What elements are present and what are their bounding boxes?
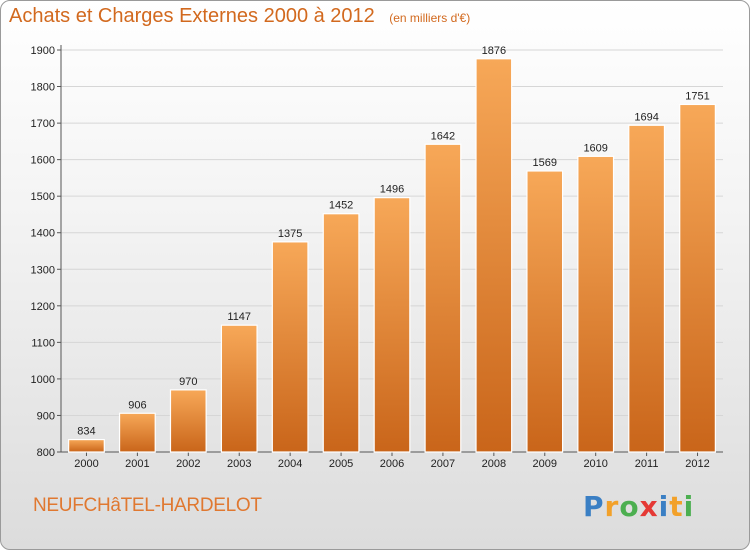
y-tick-label: 1400 bbox=[31, 228, 55, 240]
y-tick-label: 900 bbox=[37, 410, 55, 422]
logo-letter: o bbox=[619, 490, 640, 523]
bar-2001 bbox=[118, 412, 156, 453]
bar-2012 bbox=[679, 103, 716, 453]
bar-2009 bbox=[526, 170, 564, 453]
bar-value-label: 1375 bbox=[278, 228, 302, 240]
bar-2000 bbox=[68, 438, 105, 453]
x-tick-label: 2002 bbox=[176, 458, 200, 470]
y-tick-label: 1200 bbox=[31, 301, 55, 313]
bar-value-label: 1496 bbox=[380, 184, 404, 196]
bar-2011 bbox=[628, 124, 666, 453]
bar-value-label: 834 bbox=[77, 426, 95, 438]
logo-letter: P bbox=[583, 490, 605, 523]
y-tick-label: 1300 bbox=[31, 264, 55, 276]
bar-2003 bbox=[220, 324, 258, 453]
logo-letter: r bbox=[604, 490, 620, 523]
x-tick-label: 2003 bbox=[227, 458, 251, 470]
bar-2002 bbox=[169, 389, 207, 453]
bar-value-label: 1642 bbox=[431, 130, 455, 142]
x-tick-label: 2010 bbox=[583, 458, 607, 470]
x-tick-label: 2011 bbox=[635, 458, 659, 470]
y-tick-label: 1800 bbox=[31, 82, 55, 94]
x-tick-label: 2004 bbox=[278, 458, 302, 470]
bar-value-label: 1751 bbox=[685, 90, 709, 102]
logo-letter: t bbox=[669, 490, 684, 523]
chart-title-subtitle: (en milliers d'€) bbox=[389, 11, 471, 25]
bar-2008 bbox=[475, 58, 513, 453]
commune-name: NEUFCHâTEL-HARDELOT bbox=[33, 495, 262, 516]
bar-value-label: 1609 bbox=[583, 142, 607, 154]
y-tick-label: 800 bbox=[37, 447, 55, 459]
bar-2006 bbox=[373, 197, 411, 453]
bar-layer: 834 906 970 1147 1375 1452 1496 1642 1876 1569 160… bbox=[68, 45, 716, 453]
x-tick-label: 2012 bbox=[685, 458, 709, 470]
bar-2005 bbox=[322, 213, 360, 453]
chart-title: Achats et Charges Externes 2000 à 2012 (… bbox=[9, 5, 470, 28]
y-tick-label: 1700 bbox=[31, 118, 55, 130]
y-tick-label: 1000 bbox=[31, 374, 55, 386]
bar-value-label: 906 bbox=[128, 399, 146, 411]
bar-value-label: 970 bbox=[179, 376, 197, 388]
logo-letter: i bbox=[683, 490, 695, 523]
x-tick-label: 2006 bbox=[380, 458, 404, 470]
y-tick-label: 1500 bbox=[31, 191, 55, 203]
bar-value-label: 1452 bbox=[329, 200, 353, 212]
x-tick-label: 2007 bbox=[431, 458, 455, 470]
y-tick-label: 1900 bbox=[31, 45, 55, 57]
bar-2007 bbox=[424, 143, 462, 453]
logo-letter: i bbox=[658, 490, 670, 523]
x-tick-label: 2005 bbox=[329, 458, 353, 470]
logo-letter: x bbox=[639, 490, 659, 523]
x-tick-label: 2000 bbox=[74, 458, 98, 470]
bar-value-label: 1876 bbox=[482, 45, 506, 57]
bar-2010 bbox=[577, 155, 615, 453]
chart-title-main: Achats et Charges Externes 2000 à 2012 bbox=[9, 5, 375, 27]
y-tick-label: 1600 bbox=[31, 155, 55, 167]
bar-value-label: 1694 bbox=[634, 111, 658, 123]
bar-value-label: 1569 bbox=[533, 157, 557, 169]
x-tick-label: 2008 bbox=[482, 458, 506, 470]
bar-2004 bbox=[271, 241, 309, 453]
x-tick-label: 2009 bbox=[533, 458, 557, 470]
x-tick-label: 2001 bbox=[125, 458, 149, 470]
y-tick-label: 1100 bbox=[31, 337, 55, 349]
axis-layer: 800 900 1000 1100 1200 1300 1400 1500 1600 1700 18… bbox=[31, 45, 723, 470]
bar-value-label: 1147 bbox=[227, 311, 251, 323]
proxiti-logo: Proxiti bbox=[583, 490, 694, 523]
